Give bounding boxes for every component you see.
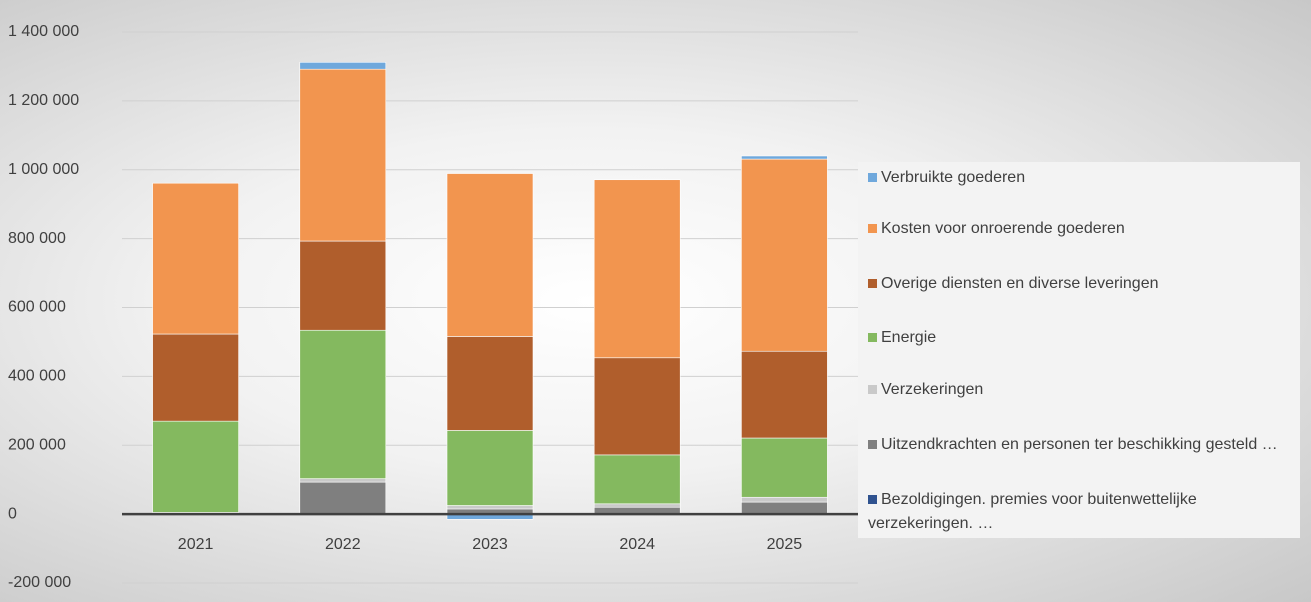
legend-item: Overige diensten en diverse leveringen <box>868 272 1288 296</box>
x-tick-label: 2024 <box>619 536 655 553</box>
bar-segment <box>299 478 387 483</box>
legend-item: Verzekeringen <box>868 378 1288 402</box>
bar-segment <box>741 496 828 503</box>
legend-item: Bezoldigingen. premies voor buitenwettel… <box>868 488 1288 536</box>
y-tick-label: 800 000 <box>8 230 66 247</box>
x-tick-label: 2022 <box>325 536 361 553</box>
bar-segment <box>741 350 828 439</box>
legend-swatch <box>868 495 877 504</box>
legend-swatch <box>868 279 877 288</box>
y-tick-label: 1 400 000 <box>8 23 79 40</box>
y-tick-label: 1 200 000 <box>8 92 79 109</box>
bar-segment <box>446 336 534 431</box>
x-tick-label: 2023 <box>472 536 508 553</box>
legend-swatch <box>868 385 877 394</box>
legend-swatch <box>868 173 877 182</box>
y-tick-label: 0 <box>8 505 17 522</box>
bar-segment <box>741 155 828 160</box>
bar-segment <box>299 68 387 242</box>
legend-label: Overige diensten en diverse leveringen <box>881 275 1159 292</box>
legend-item: Uitzendkrachten en personen ter beschikk… <box>868 433 1288 457</box>
bar-segment <box>446 430 534 506</box>
bar-segment <box>299 62 387 70</box>
legend-label: Energie <box>881 329 937 346</box>
bar-segment <box>741 158 828 352</box>
legend-swatch <box>868 333 877 342</box>
bar-segment <box>299 481 387 515</box>
legend-item: Energie <box>868 326 1288 350</box>
bar-segment <box>152 420 239 513</box>
legend-label: Kosten voor onroerende goederen <box>881 220 1125 237</box>
bar-segment <box>446 505 534 510</box>
bar-segment <box>299 329 387 479</box>
bar-segment <box>593 357 681 456</box>
legend-item: Kosten voor onroerende goederen <box>868 217 1288 241</box>
legend-label: Uitzendkrachten en personen ter beschikk… <box>881 436 1278 453</box>
y-tick-label: 400 000 <box>8 368 66 385</box>
legend-swatch <box>868 440 877 449</box>
bar-segment <box>446 173 534 337</box>
bar-segment <box>741 501 828 515</box>
legend-swatch <box>868 224 877 233</box>
bar-segment <box>593 454 681 505</box>
y-tick-label: -200 000 <box>8 574 71 591</box>
legend-item: Verbruikte goederen <box>868 166 1288 190</box>
legend-label: Verzekeringen <box>881 381 984 398</box>
legend: Verbruikte goederen Kosten voor onroerend… <box>858 162 1300 538</box>
x-tick-label: 2021 <box>178 536 214 553</box>
bar-segment <box>299 240 387 331</box>
y-tick-label: 1 000 000 <box>8 161 79 178</box>
bar-segment <box>593 503 681 508</box>
x-tick-label: 2025 <box>767 536 803 553</box>
bar-segment <box>741 437 828 498</box>
bar-segment <box>152 333 239 422</box>
legend-label: Bezoldigingen. premies voor buitenwettel… <box>868 491 1197 532</box>
bar-segment <box>593 179 681 359</box>
legend-label: Verbruikte goederen <box>881 169 1026 186</box>
bar-segment <box>152 182 239 335</box>
y-tick-label: 600 000 <box>8 299 66 316</box>
y-tick-label: 200 000 <box>8 436 66 453</box>
